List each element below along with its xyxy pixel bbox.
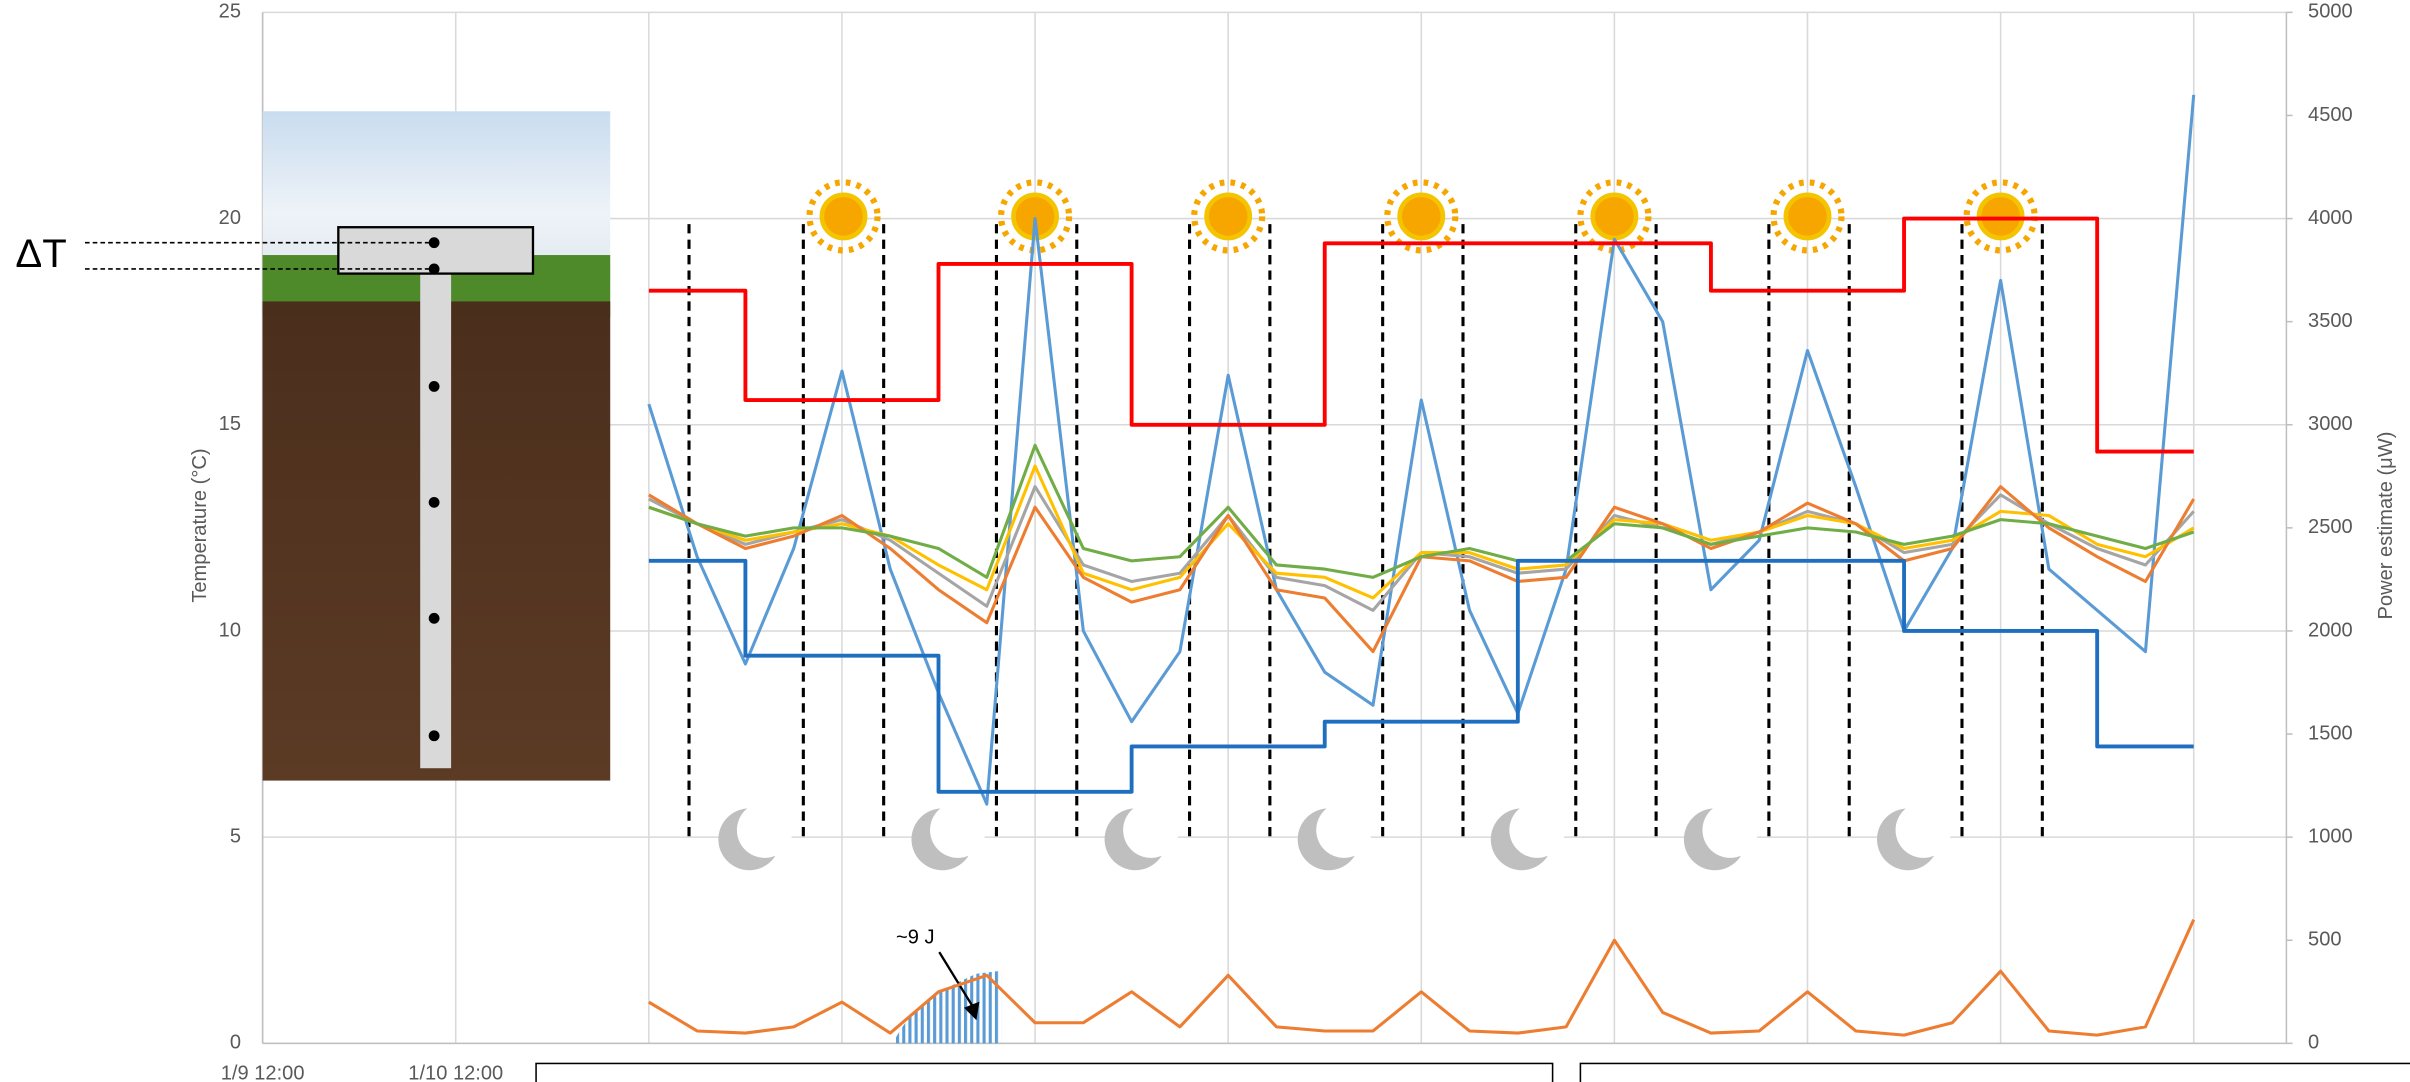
y2-tick-label: 500 (2308, 929, 2341, 951)
chart: ΔT Temperature (°C) Power estimate (μW) … (0, 0, 2410, 1082)
y2-tick-label: 3000 (2308, 413, 2353, 435)
energy-area (893, 971, 1001, 1044)
moon-icon (1298, 802, 1372, 870)
inset-box (536, 1063, 1553, 1082)
y-axis-label: Temperature (°C) (189, 448, 211, 602)
sun-icon (1967, 182, 2035, 250)
y-tick-label: 15 (219, 413, 241, 435)
y-tick-label: 10 (219, 619, 241, 641)
sun-icon (1001, 182, 1069, 250)
inset-box (1580, 1063, 2410, 1082)
y2-tick-label: 4000 (2308, 207, 2353, 229)
delta-t-label: ΔT (15, 231, 66, 276)
moon-icon (1684, 802, 1758, 870)
moon-icon (718, 802, 792, 870)
x-tick-label: 1/10 12:00 (408, 1063, 503, 1082)
y-tick-label: 25 (219, 1, 241, 23)
y-tick-label: 20 (219, 207, 241, 229)
moon-icon (1491, 802, 1565, 870)
moon-icon (1877, 802, 1951, 870)
y2-tick-label: 1500 (2308, 722, 2353, 744)
y-tick-label: 5 (230, 825, 241, 847)
y2-tick-label: 4500 (2308, 104, 2353, 126)
y2-axis-label: Power estimate (μW) (2375, 432, 2397, 620)
inset-photo (85, 111, 610, 780)
y2-tick-label: 2500 (2308, 516, 2353, 538)
day-night-icons (718, 182, 2034, 870)
x-tick-label: 1/9 12:00 (221, 1063, 305, 1082)
y2-tick-label: 1000 (2308, 825, 2353, 847)
y2-tick-label: 0 (2308, 1032, 2319, 1054)
sun-icon (1774, 182, 1842, 250)
y2-tick-label: 2000 (2308, 619, 2353, 641)
moon-icon (911, 802, 985, 870)
energy-annotation: ~9 J (896, 927, 935, 949)
y2-tick-label: 3500 (2308, 310, 2353, 332)
sun-icon (1387, 182, 1455, 250)
moon-icon (1105, 802, 1179, 870)
sun-icon (1194, 182, 1262, 250)
sun-icon (810, 182, 878, 250)
y2-tick-label: 5000 (2308, 1, 2353, 23)
y-tick-label: 0 (230, 1032, 241, 1054)
